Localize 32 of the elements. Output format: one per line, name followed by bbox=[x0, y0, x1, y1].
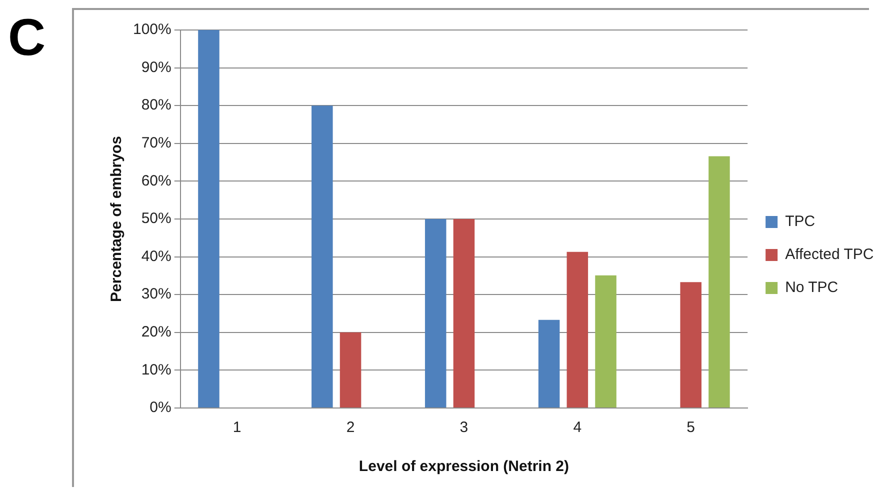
legend-label: Affected TPC bbox=[785, 246, 874, 264]
legend-label: TPC bbox=[785, 213, 816, 230]
bar bbox=[595, 275, 616, 408]
bar bbox=[424, 219, 446, 408]
legend-label: No TPC bbox=[785, 279, 838, 296]
bar bbox=[340, 332, 362, 408]
y-tick-label: 40% bbox=[141, 248, 172, 265]
bar bbox=[453, 219, 475, 408]
y-tick-label: 20% bbox=[141, 324, 172, 341]
x-tick-label: 4 bbox=[573, 419, 582, 436]
y-tick-label: 10% bbox=[141, 361, 172, 378]
bar bbox=[312, 106, 333, 408]
y-tick-label: 80% bbox=[141, 96, 172, 114]
y-tick-label: 30% bbox=[141, 286, 172, 303]
y-tick-label: 90% bbox=[141, 58, 172, 76]
y-axis-title: Percentage of embryos bbox=[108, 136, 126, 302]
bar bbox=[708, 156, 730, 408]
x-tick-label: 3 bbox=[460, 419, 468, 436]
bar bbox=[198, 30, 220, 408]
y-tick-label: 50% bbox=[141, 210, 172, 228]
bar bbox=[680, 282, 702, 408]
bar bbox=[566, 252, 588, 408]
y-tick-label: 60% bbox=[141, 172, 172, 190]
text: C bbox=[8, 8, 46, 68]
x-tick-label: 5 bbox=[686, 419, 696, 436]
x-tick-label: 1 bbox=[232, 419, 242, 436]
bar bbox=[538, 320, 560, 408]
x-axis-title: Level of expression (Netrin 2) bbox=[358, 458, 569, 476]
y-tick-label: 0% bbox=[150, 399, 172, 416]
y-tick-label: 70% bbox=[141, 134, 172, 152]
y-tick-label: 100% bbox=[132, 21, 172, 38]
x-tick-label: 2 bbox=[346, 419, 355, 436]
